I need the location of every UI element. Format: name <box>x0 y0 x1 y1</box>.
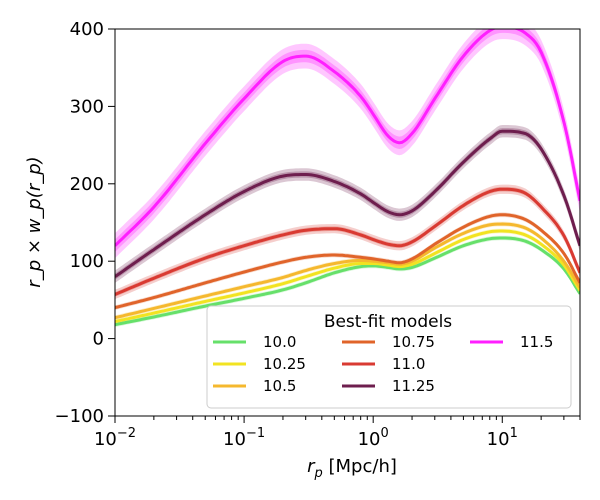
series-line-10.0 <box>115 236 580 327</box>
y-tick-label: −100 <box>55 406 104 427</box>
plot-frame <box>114 28 581 417</box>
x-tick-base: 10 <box>94 429 117 450</box>
band-11.5 <box>115 29 580 259</box>
legend-label-11.0: 11.0 <box>392 355 425 373</box>
y-tick-label: 100 <box>70 251 104 272</box>
legend-label-10.5: 10.5 <box>263 377 296 395</box>
x-tick-exponent: −2 <box>117 426 136 441</box>
legend-entries: 10.0 10.25 10.5 10.75 11.0 11.25 11.5 <box>213 333 553 395</box>
x-tick-exponent: 1 <box>510 426 518 441</box>
x-tick-label: 101 <box>487 426 518 450</box>
x-axis-label-unit: [Mpc/h] <box>323 456 397 477</box>
x-ticks: 10−2 10−1 100 101 <box>94 416 581 450</box>
band-10.75 <box>115 212 580 310</box>
legend-label-10.75: 10.75 <box>392 333 435 351</box>
series-line-10.25 <box>115 229 580 324</box>
y-tick-label: 200 <box>70 174 104 195</box>
legend-label-11.25: 11.25 <box>392 377 435 395</box>
legend-label-10.25: 10.25 <box>263 355 306 373</box>
legend: Best-fit models 10.0 10.25 10.5 10.75 11.0 11… <box>206 305 572 409</box>
series-lines <box>115 29 580 327</box>
y-tick-label: 0 <box>93 329 104 350</box>
x-tick-label: 10−2 <box>94 426 136 450</box>
series-line-10.5 <box>115 222 580 320</box>
x-tick-base: 10 <box>223 429 246 450</box>
y-tick-label: 400 <box>70 19 104 40</box>
y-ticks: −100 0 100 200 300 400 <box>55 19 115 427</box>
band-11.25 <box>115 125 580 283</box>
series-line-11.25 <box>115 129 580 278</box>
x-axis-label-sub: p <box>314 466 323 481</box>
legend-box <box>206 305 572 409</box>
x-tick-label: 100 <box>358 426 389 450</box>
x-tick-exponent: 0 <box>380 426 388 441</box>
x-tick-base: 10 <box>358 429 381 450</box>
y-axis-label: r_p × w_p(r_p) <box>24 156 45 287</box>
series-line-10.75 <box>115 213 580 310</box>
legend-label-11.5: 11.5 <box>520 333 553 351</box>
x-tick-label: 10−1 <box>223 426 265 450</box>
x-tick-exponent: −1 <box>246 426 265 441</box>
x-axis-label-var: r <box>307 456 316 477</box>
series-line-11.5 <box>115 29 580 247</box>
legend-label-10.0: 10.0 <box>263 333 296 351</box>
series-line-11.0 <box>115 187 580 296</box>
y-tick-label: 300 <box>70 96 104 117</box>
x-axis-label: rp [Mpc/h] <box>307 456 397 481</box>
legend-title: Best-fit models <box>324 312 452 332</box>
x-tick-base: 10 <box>487 429 510 450</box>
band-11.0 <box>115 184 580 300</box>
